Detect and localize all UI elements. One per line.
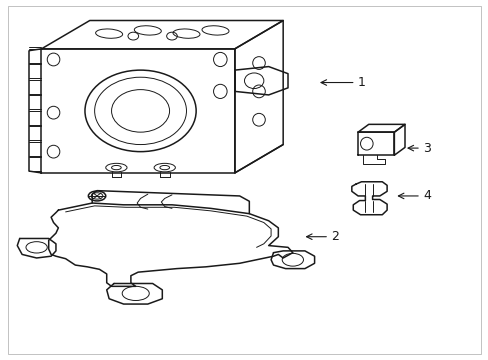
Text: 1: 1: [357, 76, 365, 89]
Text: 3: 3: [423, 141, 430, 154]
Text: 2: 2: [331, 230, 339, 243]
Text: 4: 4: [423, 189, 430, 202]
